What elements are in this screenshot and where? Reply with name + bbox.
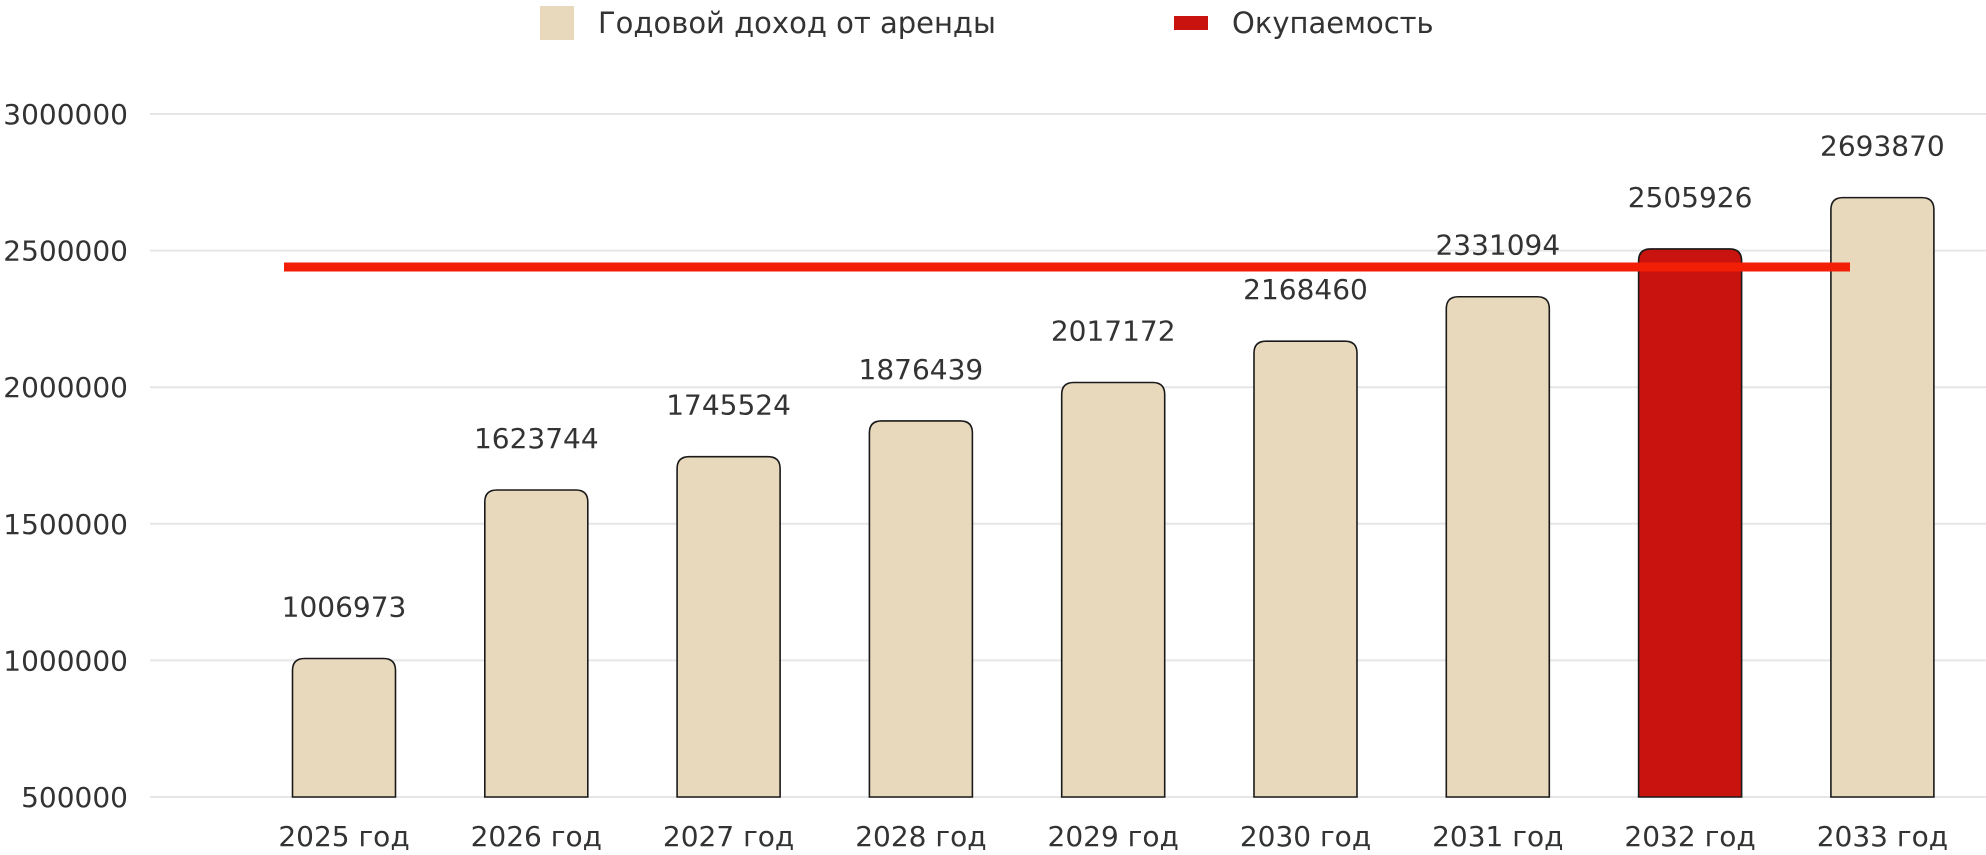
y-axis: 500000 1000000 1500000 2000000 2500000 300000… — [3, 98, 128, 814]
y-tick-label: 1500000 — [3, 508, 128, 541]
bar — [676, 455, 781, 798]
x-tick-label: 2028 год — [855, 820, 986, 853]
bar — [1445, 295, 1551, 798]
legend-swatch-payback — [1174, 16, 1208, 30]
bars — [291, 196, 1935, 798]
bar — [1060, 381, 1166, 798]
bar — [1253, 340, 1358, 798]
x-tick-label: 2027 год — [663, 820, 794, 853]
bar — [1830, 196, 1935, 798]
x-tick-label: 2030 год — [1240, 820, 1371, 853]
legend: Годовой доход от аренды Окупаемость — [0, 2, 1986, 50]
x-axis: 2025 год 2026 год 2027 год 2028 год 2029 год… — [278, 820, 1948, 853]
y-tick-label: 500000 — [21, 781, 128, 814]
x-tick-label: 2032 год — [1624, 820, 1755, 853]
data-label: 2505926 — [1628, 181, 1753, 214]
legend-label-income: Годовой доход от аренды — [598, 6, 996, 40]
bar — [291, 657, 397, 798]
x-tick-label: 2033 год — [1817, 820, 1948, 853]
legend-item-income: Годовой доход от аренды — [540, 6, 996, 40]
bar — [484, 489, 589, 798]
bar — [868, 420, 974, 798]
legend-label-payback: Окупаемость — [1232, 6, 1434, 40]
x-tick-label: 2026 год — [471, 820, 602, 853]
data-label: 1876439 — [859, 353, 984, 386]
data-label: 1623744 — [474, 422, 599, 455]
x-tick-label: 2029 год — [1048, 820, 1179, 853]
legend-item-payback: Окупаемость — [1174, 6, 1434, 40]
data-label: 1006973 — [282, 590, 407, 623]
y-tick-label: 2500000 — [3, 235, 128, 268]
y-tick-label: 1000000 — [3, 644, 128, 677]
data-label: 2331094 — [1435, 229, 1560, 262]
data-label: 2693870 — [1820, 130, 1945, 163]
data-labels: 1006973 1623744 1745524 1876439 2017172 21684… — [282, 130, 1945, 624]
bar — [1637, 248, 1743, 798]
data-label: 2168460 — [1243, 273, 1368, 306]
x-tick-label: 2025 год — [278, 820, 409, 853]
data-label: 2017172 — [1051, 315, 1176, 348]
data-label: 1745524 — [666, 389, 791, 422]
y-tick-label: 2000000 — [3, 371, 128, 404]
legend-swatch-income — [540, 6, 574, 40]
x-tick-label: 2031 год — [1432, 820, 1563, 853]
y-tick-label: 3000000 — [3, 98, 128, 131]
